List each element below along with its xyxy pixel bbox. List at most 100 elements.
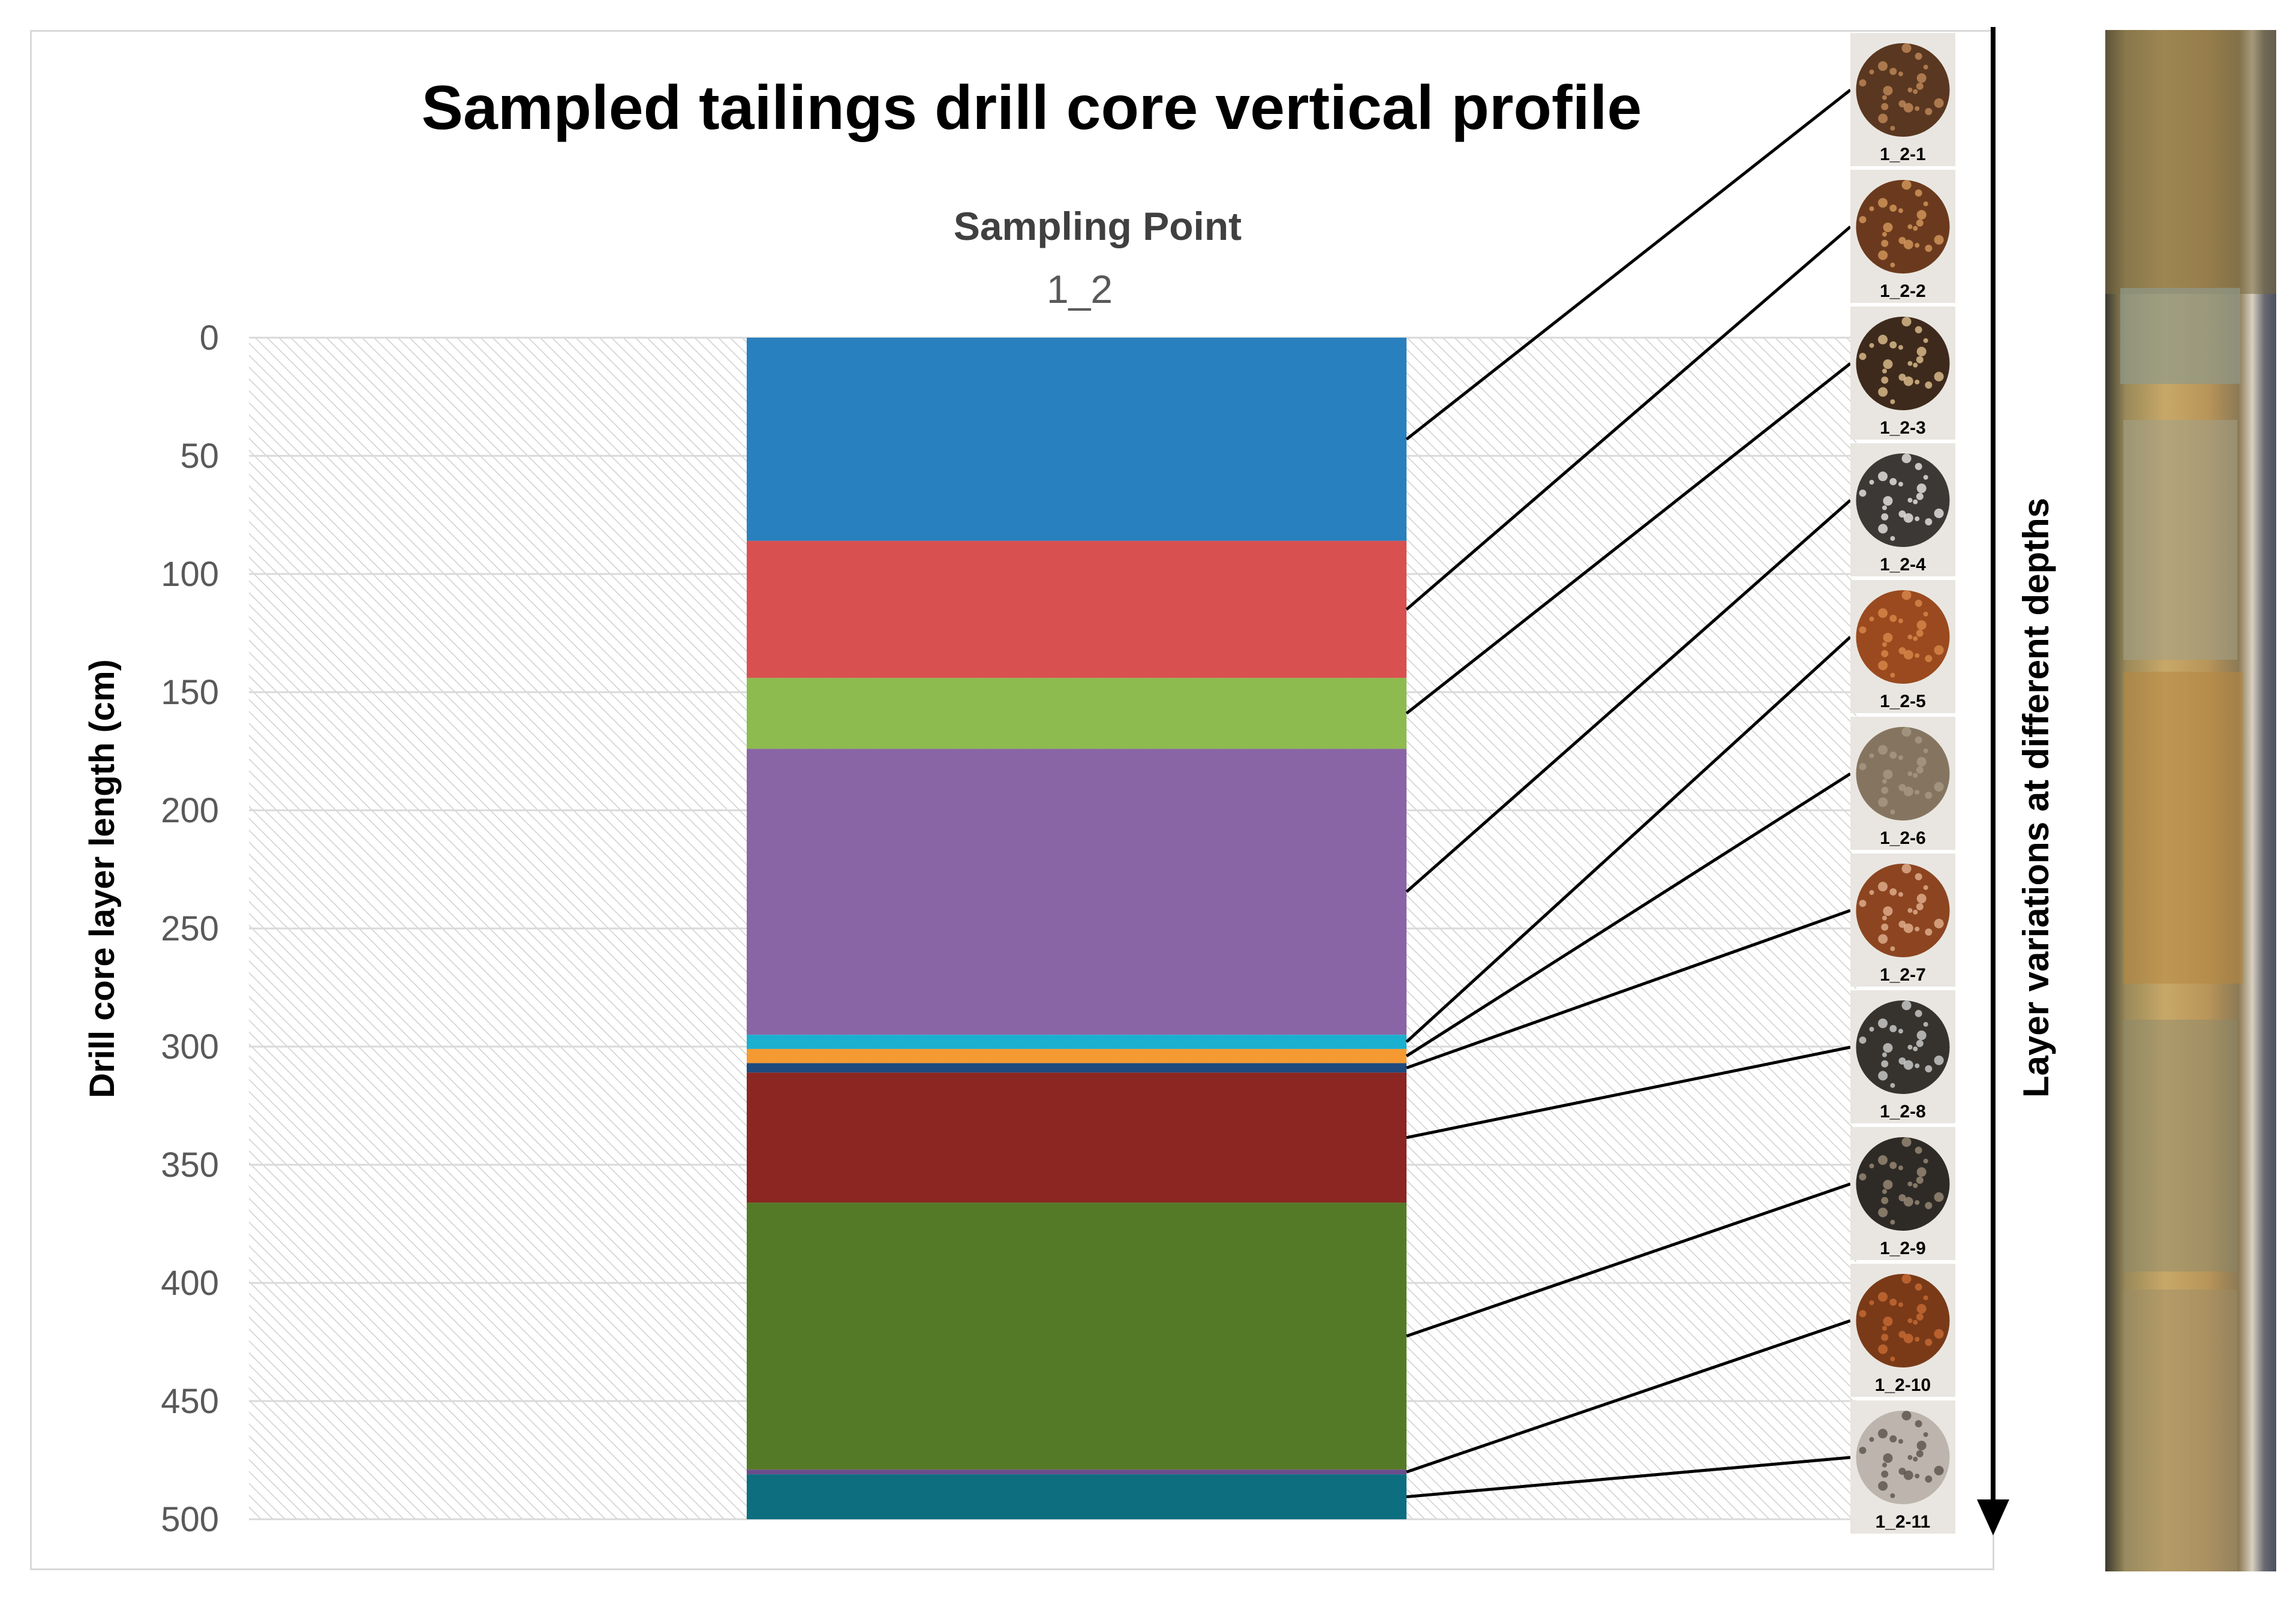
sample-speckle [1882, 232, 1888, 237]
sample-speckle [1915, 1420, 1922, 1427]
sample-speckle [1901, 43, 1912, 53]
sample-speckle [1859, 216, 1867, 224]
sample-speckle [1907, 771, 1913, 776]
sample-speckle [1882, 368, 1888, 374]
sample-speckle [1889, 477, 1897, 485]
sample-speckle [1878, 387, 1888, 397]
layer-bar-1_2-4 [747, 749, 1407, 1035]
sample-speckle [1889, 1024, 1897, 1032]
sample-speckle [1901, 1137, 1912, 1147]
layer-bars [747, 338, 1407, 1519]
sample-speckle [1913, 1183, 1918, 1188]
sample-speckle [1916, 210, 1927, 220]
sample-speckle [1934, 98, 1944, 108]
sample-speckle [1901, 864, 1912, 874]
sample-speckle [1878, 797, 1888, 807]
sample-speckle [1881, 1333, 1889, 1341]
sample-speckle [1881, 786, 1889, 794]
leader-line-1_2-3 [1405, 362, 1852, 715]
leader-line-1_2-6 [1405, 772, 1852, 1057]
sample-speckle [1883, 770, 1893, 780]
leader-line-1_2-10 [1406, 1319, 1851, 1474]
sample-speckle [1898, 510, 1906, 518]
y-axis-title: Drill core layer length (cm) [83, 659, 122, 1098]
sample-speckle [1889, 888, 1897, 895]
sample-speckle [1903, 923, 1913, 933]
sample-speckle [1878, 1071, 1888, 1081]
sample-photo [1856, 1000, 1950, 1094]
sample-speckle [1882, 1462, 1888, 1468]
sample-speckle [1878, 1207, 1888, 1218]
sample-speckle [1898, 71, 1903, 77]
sample-speckle [1881, 650, 1889, 657]
sample-speckle [1882, 1189, 1888, 1194]
sample-thumbnail-1_2-11: 1_2-11 [1850, 1400, 1955, 1534]
sample-speckle [1883, 1453, 1893, 1463]
sample-thumbnail-1_2-8: 1_2-8 [1850, 990, 1955, 1123]
y-tick-label: 300 [161, 1027, 219, 1066]
sample-speckle [1869, 343, 1874, 348]
sample-speckle [1878, 1155, 1888, 1165]
sample-thumbnail-1_2-4: 1_2-4 [1850, 443, 1955, 576]
sample-speckle [1913, 362, 1918, 368]
sample-speckle [1913, 499, 1918, 504]
sample-thumbnails: 1_2-1 1_2-2 1_2-3 1_2-4 1_2-5 1_2-6 1_2-7 1_2-8… [1850, 33, 1955, 1534]
sample-photo [1856, 727, 1950, 820]
sample-speckle [1916, 347, 1927, 357]
sample-speckle [1881, 1197, 1889, 1204]
sample-label: 1_2-4 [1880, 555, 1926, 575]
sample-speckle [1903, 513, 1913, 523]
chart-title: Sampled tailings drill core vertical pro… [422, 73, 1642, 143]
sample-speckle [1890, 262, 1895, 268]
sample-speckle [1907, 224, 1913, 229]
sample-speckle [1878, 1481, 1888, 1491]
sample-label: 1_2-2 [1880, 281, 1926, 301]
leader-line-1_2-4 [1405, 499, 1852, 893]
sample-speckle [1869, 480, 1874, 485]
sample-speckle [1925, 1475, 1933, 1483]
sample-speckle [1898, 373, 1906, 381]
layer-bar-1_2-5 [747, 1035, 1407, 1049]
leader-line-1_2-8 [1406, 1045, 1851, 1140]
sample-speckle [1859, 1036, 1867, 1044]
sample-speckle [1934, 782, 1944, 792]
sample-speckle [1890, 1493, 1895, 1498]
sample-speckle [1889, 1161, 1897, 1169]
sample-speckle [1913, 1456, 1918, 1462]
sample-speckle [1916, 903, 1924, 910]
sample-speckle [1915, 653, 1920, 658]
sample-speckle [1878, 198, 1888, 208]
sample-speckle [1898, 482, 1903, 487]
sample-speckle [1916, 1039, 1924, 1047]
sample-speckle [1859, 1173, 1867, 1181]
sample-speckle [1901, 727, 1912, 737]
sample-speckle [1869, 1300, 1874, 1305]
sample-speckle [1916, 757, 1927, 767]
sample-speckle [1881, 376, 1889, 384]
sample-speckle [1915, 1336, 1920, 1342]
sample-speckle [1903, 650, 1913, 660]
sample-speckle [1869, 1437, 1874, 1442]
sample-speckle [1890, 1356, 1895, 1361]
sample-photo [1856, 453, 1950, 547]
sample-speckle [1934, 1465, 1944, 1475]
sample-speckle [1878, 1344, 1888, 1354]
sample-thumbnail-1_2-9: 1_2-9 [1850, 1127, 1955, 1260]
sample-speckle [1915, 242, 1920, 248]
sample-speckle [1916, 1450, 1924, 1457]
sample-speckle [1934, 235, 1944, 245]
layer-bar-1_2-2 [747, 540, 1407, 678]
sample-speckle [1915, 926, 1920, 931]
chart-subtitle: Sampling Point [954, 204, 1242, 248]
sample-speckle [1898, 1439, 1903, 1444]
leader-lines [1405, 89, 1852, 1499]
sample-speckle [1878, 61, 1888, 71]
sample-speckle [1878, 660, 1888, 671]
y-tick-label: 350 [161, 1146, 219, 1185]
sample-speckle [1923, 474, 1928, 480]
sample-speckle [1878, 934, 1888, 944]
sample-speckle [1934, 371, 1944, 381]
sample-speckle [1903, 1197, 1913, 1207]
sample-speckle [1916, 73, 1927, 83]
sample-speckle [1925, 1338, 1933, 1346]
